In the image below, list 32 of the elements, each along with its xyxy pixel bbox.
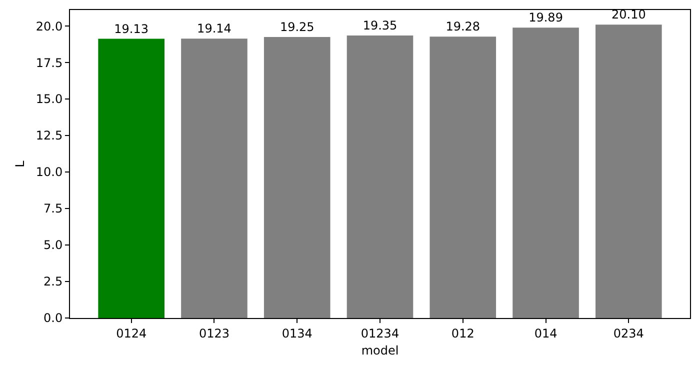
- data-label: 19.25: [280, 20, 314, 34]
- data-label: 19.14: [197, 22, 232, 36]
- x-tick-label: 01234: [360, 326, 400, 340]
- x-tick-label: 0134: [282, 326, 312, 340]
- x-tick-label: 0234: [613, 326, 644, 340]
- bar: [181, 38, 248, 318]
- x-tick-label: 0123: [198, 326, 230, 340]
- bar: [512, 28, 579, 318]
- data-label: 19.28: [446, 20, 480, 34]
- bar: [430, 36, 496, 318]
- y-tick-label: 10.0: [36, 165, 63, 180]
- x-tick-label: 012: [451, 326, 474, 340]
- y-tick-label: 7.5: [44, 202, 63, 216]
- y-axis-title: L: [13, 160, 28, 168]
- data-label: 20.10: [611, 8, 646, 22]
- y-tick-label: 17.5: [36, 56, 63, 70]
- y-tick-label: 12.5: [36, 128, 63, 143]
- x-tick-label: 0124: [116, 326, 147, 340]
- y-tick-label: 0.0: [44, 311, 63, 326]
- y-tick-label: 20.0: [36, 19, 63, 34]
- data-label: 19.35: [362, 18, 398, 33]
- bar: [596, 24, 662, 318]
- x-tick-label: 014: [534, 326, 558, 340]
- y-tick-label: 5.0: [44, 238, 63, 252]
- data-label: 19.89: [528, 10, 563, 25]
- x-axis-title: model: [361, 343, 399, 358]
- bar: [346, 36, 414, 318]
- data-label: 19.13: [114, 22, 149, 36]
- y-tick-label: 15.0: [36, 92, 63, 106]
- bar: [264, 37, 330, 318]
- bar: [98, 38, 164, 318]
- y-tick-label: 2.5: [44, 274, 63, 289]
